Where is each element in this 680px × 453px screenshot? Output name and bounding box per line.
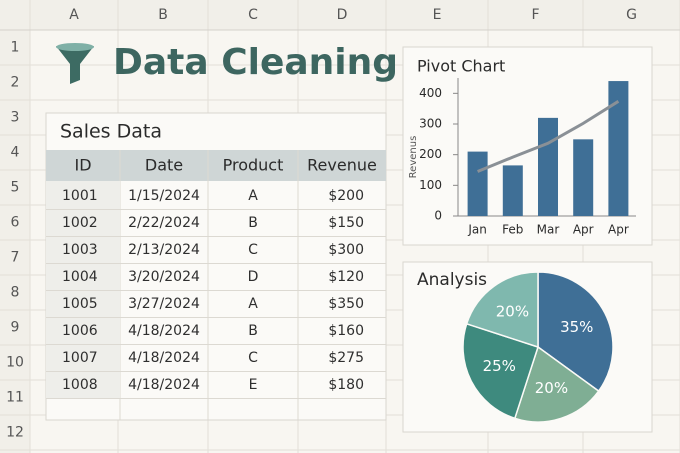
row-number: 2 bbox=[11, 75, 20, 91]
table-cell: $350 bbox=[328, 296, 364, 312]
slice-label: 20% bbox=[535, 379, 568, 397]
table-header: Product bbox=[223, 156, 284, 175]
row-number: 1 bbox=[11, 40, 20, 56]
x-tick-label: Apr bbox=[573, 223, 594, 237]
x-tick-label: Mar bbox=[537, 223, 560, 237]
page-title: Data Cleaning bbox=[113, 42, 398, 83]
slice-label: 35% bbox=[560, 318, 593, 336]
column-letter: B bbox=[158, 7, 168, 23]
column-letter: D bbox=[337, 7, 348, 23]
table-header-row bbox=[46, 150, 386, 181]
bar bbox=[502, 165, 523, 216]
table-cell: D bbox=[248, 269, 259, 285]
bar bbox=[467, 151, 488, 216]
column-letter: F bbox=[531, 7, 539, 23]
bar bbox=[573, 139, 594, 216]
x-tick-label: Jan bbox=[467, 223, 487, 237]
table-title: Sales Data bbox=[60, 121, 162, 143]
pie-slice bbox=[465, 271, 539, 349]
table-cell: $160 bbox=[328, 323, 364, 339]
y-tick-label: 0 bbox=[434, 209, 442, 223]
table-cell: 1007 bbox=[62, 350, 98, 366]
table-cell: $150 bbox=[328, 215, 364, 231]
slice-label: 25% bbox=[483, 357, 516, 375]
x-tick-label: Apr bbox=[608, 223, 629, 237]
row-number: 3 bbox=[11, 110, 20, 126]
slice-label: 20% bbox=[496, 302, 529, 320]
y-tick-label: 300 bbox=[419, 117, 442, 131]
table-cell: 1008 bbox=[62, 377, 98, 393]
table-header: Revenue bbox=[307, 156, 377, 175]
row-number: 7 bbox=[11, 250, 20, 266]
table-cell: 1005 bbox=[62, 296, 98, 312]
table-cell: 3/27/2024 bbox=[128, 296, 200, 312]
table-header: ID bbox=[74, 156, 91, 175]
funnel-icon bbox=[56, 46, 94, 84]
table-cell: A bbox=[248, 188, 258, 204]
row-number: 8 bbox=[11, 285, 20, 301]
column-letter: A bbox=[69, 7, 79, 23]
pie-slice bbox=[537, 271, 614, 393]
pie-slice bbox=[462, 322, 539, 420]
row-number: 11 bbox=[6, 390, 24, 406]
row-number: 5 bbox=[11, 180, 20, 196]
table-cell: $200 bbox=[328, 188, 364, 204]
row-number: 10 bbox=[6, 355, 24, 371]
y-tick-label: 100 bbox=[419, 178, 442, 192]
pie-slice bbox=[513, 345, 600, 423]
table-cell: 4/18/2024 bbox=[128, 377, 200, 393]
table-cell: 2/13/2024 bbox=[128, 242, 200, 258]
column-header-bar bbox=[0, 0, 680, 30]
row-header-bar bbox=[0, 0, 30, 453]
table-cell: $180 bbox=[328, 377, 364, 393]
table-cell: $275 bbox=[328, 350, 364, 366]
table-cell: 1004 bbox=[62, 269, 98, 285]
bar bbox=[608, 81, 629, 216]
table-cell: C bbox=[248, 242, 258, 258]
table-cell: $300 bbox=[328, 242, 364, 258]
table-cell: E bbox=[249, 377, 258, 393]
id-column-shade bbox=[46, 181, 120, 398]
table-cell: $120 bbox=[328, 269, 364, 285]
funnel-icon-rim bbox=[56, 43, 94, 51]
y-tick-label: 400 bbox=[419, 86, 442, 100]
row-number: 6 bbox=[11, 215, 20, 231]
row-number: 4 bbox=[11, 145, 20, 161]
x-tick-label: Feb bbox=[502, 223, 523, 237]
table-cell: 4/18/2024 bbox=[128, 323, 200, 339]
pivot-chart-title: Pivot Chart bbox=[417, 57, 505, 76]
table-cell: 1/15/2024 bbox=[128, 188, 200, 204]
table-cell: 1006 bbox=[62, 323, 98, 339]
trend-line bbox=[477, 100, 620, 173]
table-cell: A bbox=[248, 296, 258, 312]
column-letter: G bbox=[626, 7, 637, 23]
table-cell: B bbox=[248, 215, 258, 231]
column-letter: E bbox=[433, 7, 442, 23]
row-number: 12 bbox=[6, 425, 24, 441]
analysis-title: Analysis bbox=[417, 270, 487, 290]
y-axis-label: Revenus bbox=[408, 136, 419, 179]
table-header: Date bbox=[145, 156, 183, 175]
row-number: 9 bbox=[11, 320, 20, 336]
table-cell: C bbox=[248, 350, 258, 366]
table-cell: B bbox=[248, 323, 258, 339]
column-letter: C bbox=[248, 7, 258, 23]
table-cell: 4/18/2024 bbox=[128, 350, 200, 366]
table-cell: 2/22/2024 bbox=[128, 215, 200, 231]
table-cell: 3/20/2024 bbox=[128, 269, 200, 285]
table-cell: 1003 bbox=[62, 242, 98, 258]
y-tick-label: 200 bbox=[419, 147, 442, 161]
table-cell: 1001 bbox=[62, 188, 98, 204]
table-cell: 1002 bbox=[62, 215, 98, 231]
bar bbox=[538, 117, 558, 216]
